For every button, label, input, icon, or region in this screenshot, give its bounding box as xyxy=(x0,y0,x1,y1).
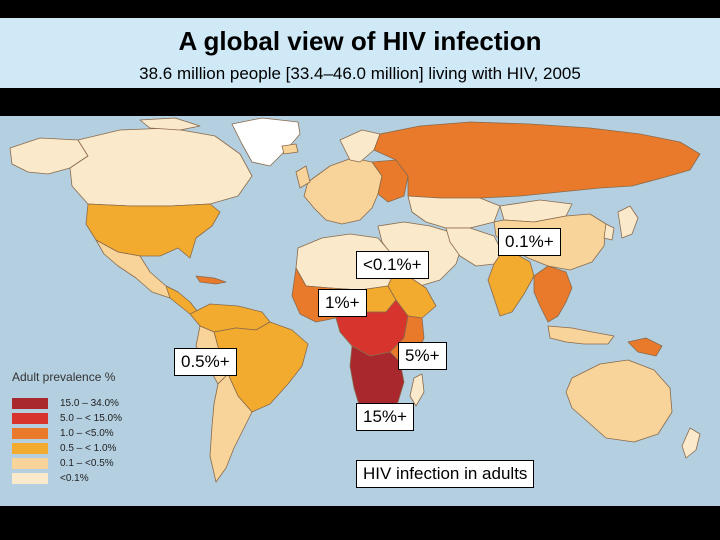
region-central-america xyxy=(165,285,199,315)
legend-swatch xyxy=(12,397,48,409)
region-europe xyxy=(303,157,383,225)
region-caribbean xyxy=(195,275,227,285)
legend-label: 5.0 – < 15.0% xyxy=(60,412,122,424)
legend-item: 0.5 – < 1.0% xyxy=(12,441,172,455)
legend-item: 15.0 – 34.0% xyxy=(12,396,172,410)
legend-item: 0.1 – <0.5% xyxy=(12,456,172,470)
title-banner: A global view of HIV infection 38.6 mill… xyxy=(0,18,720,88)
legend-item: 5.0 – < 15.0% xyxy=(12,411,172,425)
region-argentina-chile xyxy=(209,373,253,483)
callout-north-africa: <0.1%+ xyxy=(356,251,429,279)
region-russia xyxy=(373,121,701,199)
legend-label: 0.1 – <0.5% xyxy=(60,457,114,469)
legend-swatch xyxy=(12,427,48,439)
legend-swatch xyxy=(12,472,48,484)
region-southeast-asia xyxy=(533,265,573,323)
region-indonesia xyxy=(547,325,615,345)
callout-east-asia: 0.1%+ xyxy=(498,228,561,256)
legend-item: 1.0 – <5.0% xyxy=(12,426,172,440)
region-new-zealand xyxy=(681,427,701,459)
callout-southern-africa: 15%+ xyxy=(356,403,414,431)
region-papua-new-guinea xyxy=(627,337,663,357)
region-canada-islands xyxy=(139,117,201,131)
region-uk-iceland xyxy=(281,143,311,189)
region-australia xyxy=(565,359,673,443)
callout-latin-america: 0.5%+ xyxy=(174,348,237,376)
legend-swatch xyxy=(12,412,48,424)
page-title: A global view of HIV infection xyxy=(178,26,542,56)
legend-swatch xyxy=(12,442,48,454)
region-canada xyxy=(69,127,253,207)
callout-west-africa: 1%+ xyxy=(318,289,367,317)
region-scandinavia xyxy=(339,129,381,163)
page-subtitle: 38.6 million people [33.4–46.0 million] … xyxy=(139,64,581,83)
caption-box: HIV infection in adults xyxy=(356,460,535,488)
region-madagascar xyxy=(409,373,425,407)
legend-label: 1.0 – <5.0% xyxy=(60,427,114,439)
legend-rows: 15.0 – 34.0% 5.0 – < 15.0% 1.0 – <5.0% 0.5 … xyxy=(12,396,172,485)
callout-east-africa: 5%+ xyxy=(398,342,447,370)
legend-label: <0.1% xyxy=(60,472,89,484)
region-central-asia xyxy=(407,195,501,229)
legend-label: 0.5 – < 1.0% xyxy=(60,442,117,454)
region-japan xyxy=(603,205,639,241)
legend: Adult prevalence % 15.0 – 34.0% 5.0 – < 1… xyxy=(12,370,172,500)
legend-label: 15.0 – 34.0% xyxy=(60,397,119,409)
legend-title: Adult prevalence % xyxy=(12,370,116,384)
legend-swatch xyxy=(12,457,48,469)
legend-item: <0.1% xyxy=(12,471,172,485)
